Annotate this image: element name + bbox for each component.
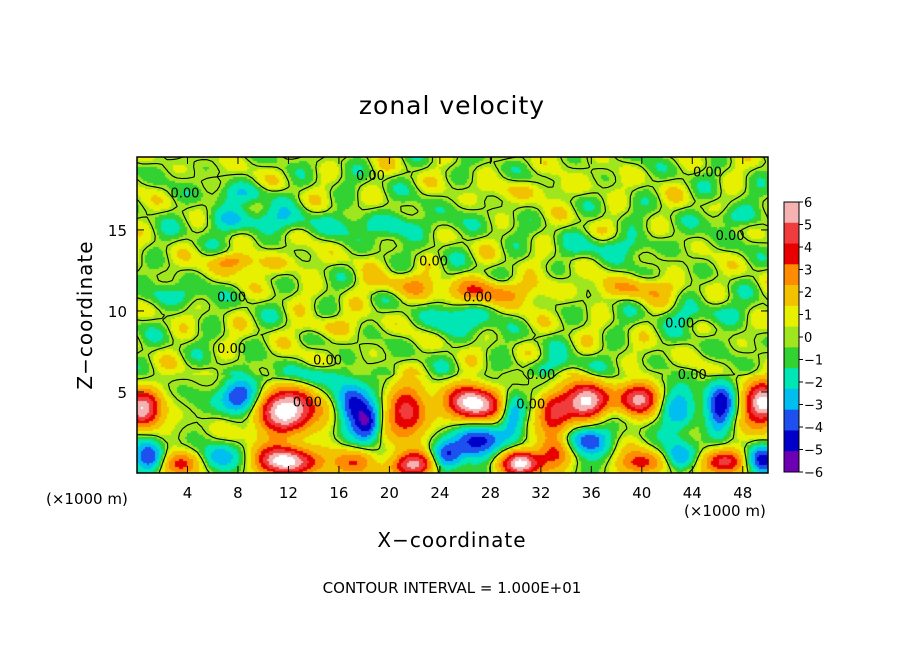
- contour-label: 0.00: [678, 368, 707, 383]
- colorbar-label: 2: [804, 286, 812, 301]
- z-axis: 5 10 15: [108, 222, 768, 402]
- colorbar-swatch: [784, 388, 799, 411]
- colorbar-label: 0: [804, 331, 812, 346]
- colorbar-label: −2: [804, 376, 823, 391]
- colorbar-swatch: [784, 202, 799, 224]
- x-tick-label: 40: [632, 484, 651, 502]
- plot-frame: [136, 156, 769, 474]
- x-unit-right: (×1000 m): [684, 502, 766, 520]
- colorbar-label: −3: [804, 399, 823, 414]
- x-tick-label: 28: [481, 484, 500, 502]
- x-tick-label: 36: [582, 484, 601, 502]
- colorbar-swatch: [784, 347, 799, 369]
- colorbar-label: 6: [804, 196, 812, 211]
- y-tick-label: 15: [108, 222, 127, 240]
- contour-interval-note: CONTOUR INTERVAL = 1.000E+01: [323, 579, 582, 597]
- colorbar-label: −6: [804, 466, 823, 481]
- velocity-field: [137, 157, 768, 473]
- chart-title: zonal velocity: [359, 91, 545, 120]
- contour-label: 0.00: [665, 316, 694, 331]
- contour-label: 0.00: [217, 342, 246, 357]
- colorbar-swatch: [784, 409, 799, 431]
- contour-label: 0.00: [716, 229, 745, 244]
- contour-label: 0.00: [419, 255, 448, 270]
- x-tick-label: 44: [683, 484, 702, 502]
- contour-label: 0.00: [217, 290, 246, 305]
- colorbar-label: 1: [804, 309, 812, 324]
- colorbar-swatch: [784, 264, 799, 286]
- y-axis-label: Z−coordinate: [73, 240, 97, 389]
- colorbar-swatch: [784, 368, 799, 390]
- x-tick-label: 48: [733, 484, 752, 502]
- x-tick-label: 12: [279, 484, 298, 502]
- colorbar-swatch: [784, 222, 799, 245]
- y-tick-label: 10: [108, 303, 127, 321]
- x-axis: 4 8 12 16 20 24 28 32 36 40 44 48: [183, 157, 752, 502]
- contour-label: 0.00: [313, 354, 342, 369]
- colorbar-swatch: [784, 305, 799, 328]
- y-tick-label: 5: [117, 384, 127, 402]
- contour-labels: 0.00 0.00 0.00 0.00 0.00 0.00 0.00 0.00 0.00 0.00…: [170, 166, 744, 413]
- contour-label: 0.00: [170, 187, 199, 202]
- contour-label: 0.00: [516, 397, 545, 412]
- plot-area: 0.00 0.00 0.00 0.00 0.00 0.00 0.00 0.00 0.00 0.00…: [136, 156, 769, 474]
- x-axis-label: X−coordinate: [377, 528, 526, 552]
- colorbar-label: 5: [804, 219, 812, 234]
- contour-label: 0.00: [693, 166, 722, 181]
- contour-label: 0.00: [526, 368, 555, 383]
- x-tick-label: 20: [380, 484, 399, 502]
- contour-line: [136, 156, 769, 474]
- x-tick-label: 32: [531, 484, 550, 502]
- colorbar-swatch: [784, 326, 799, 348]
- x-tick-label: 4: [183, 484, 193, 502]
- colorbar-label: −4: [804, 421, 823, 436]
- colorbar-swatch: [784, 285, 799, 307]
- colorbar-label: −5: [804, 444, 823, 459]
- colorbar-label: −1: [804, 354, 823, 369]
- contour-label: 0.00: [463, 290, 492, 305]
- colorbar: 6 5 4 3 2 1 0 −1 −2 −3 −4 −5 −6: [783, 196, 823, 481]
- x-tick-label: 8: [233, 484, 243, 502]
- x-tick-label: 16: [329, 484, 348, 502]
- colorbar-label: 3: [804, 264, 812, 279]
- contour-label: 0.00: [356, 169, 385, 184]
- x-unit-left: (×1000 m): [46, 490, 128, 508]
- colorbar-swatch: [784, 243, 799, 265]
- contour-label: 0.00: [293, 396, 322, 411]
- colorbar-swatch: [784, 430, 799, 452]
- colorbar-label: 4: [804, 241, 812, 256]
- x-tick-label: 24: [430, 484, 449, 502]
- colorbar-swatch: [784, 451, 799, 473]
- zero-contours: [136, 156, 769, 474]
